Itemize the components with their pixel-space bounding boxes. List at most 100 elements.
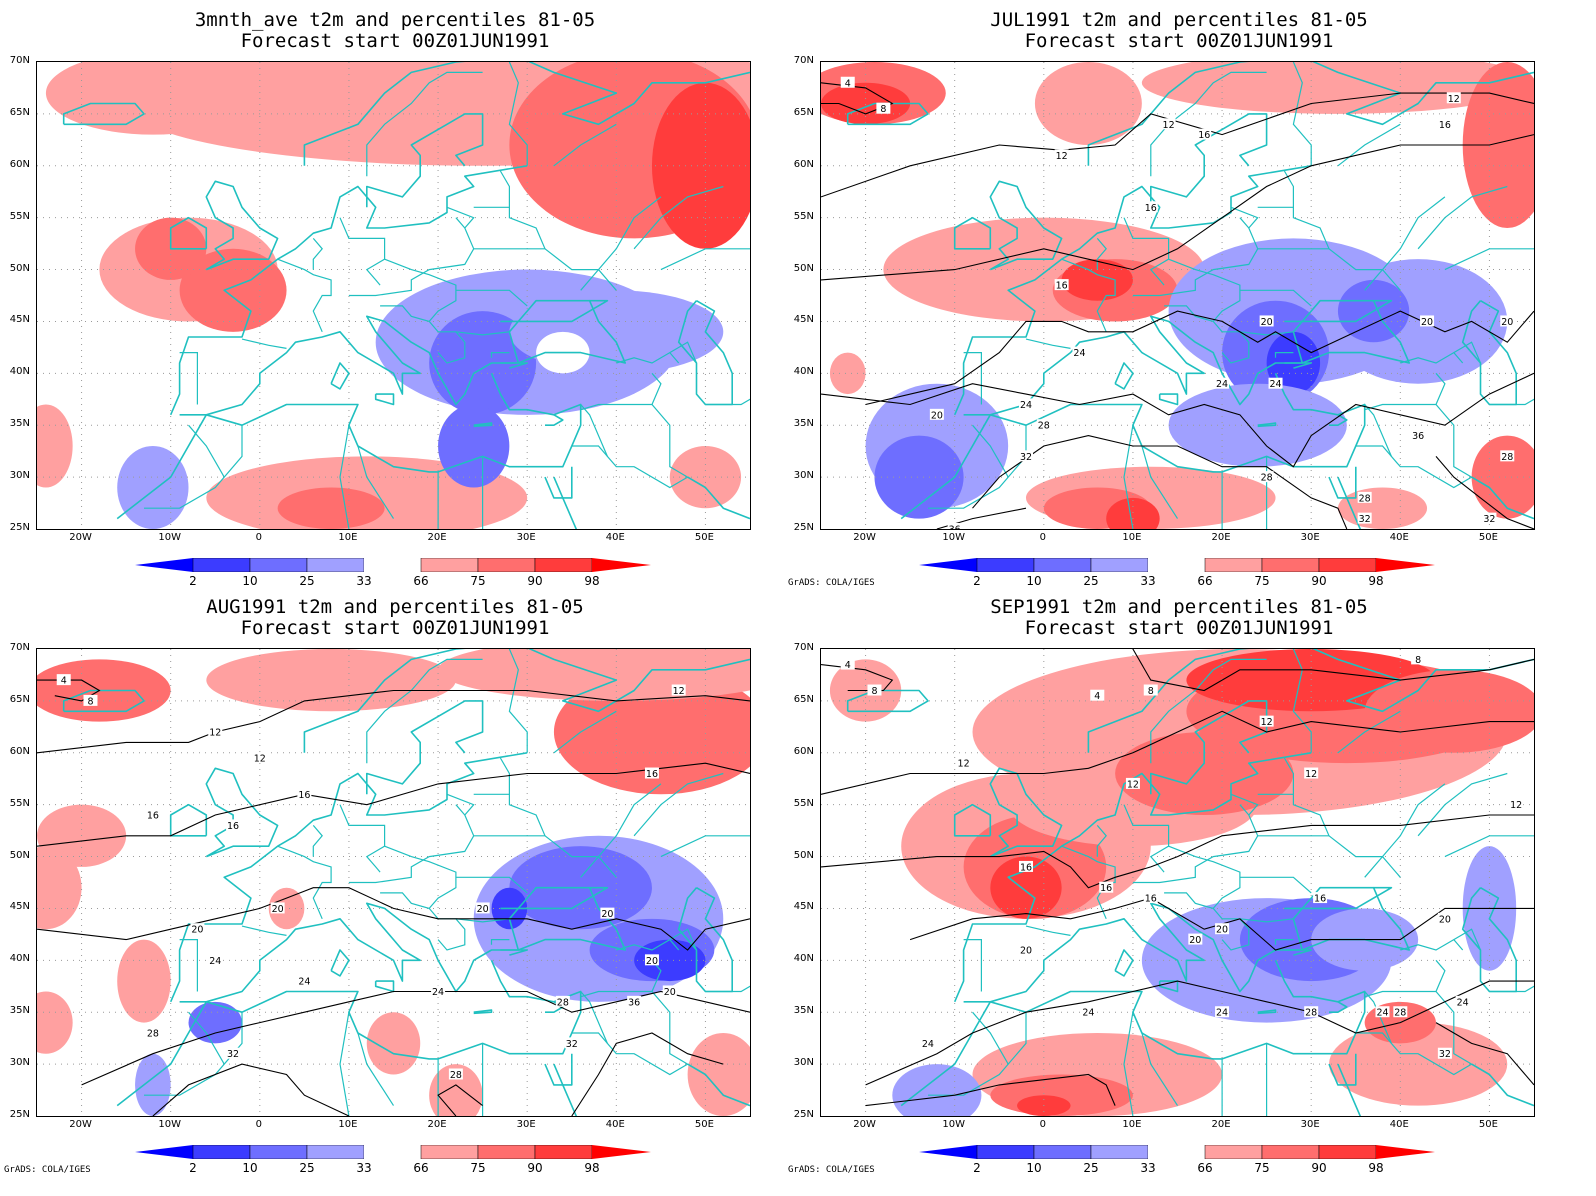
contour-label-bg (1437, 118, 1452, 130)
contour-label: 32 (1020, 452, 1032, 463)
contour-label: 12 (673, 686, 685, 697)
map-panel-1: 3mnth_ave t2m and percentiles 81-05 Forec… (0, 0, 790, 598)
contour-label: 28 (1038, 421, 1050, 432)
contour-label-bg (1437, 1047, 1452, 1059)
colorbar-label: 10 (242, 574, 258, 588)
warm-anomaly-area (366, 1012, 421, 1075)
contour-label: 24 (1376, 1008, 1388, 1019)
contour-label: 16 (298, 790, 310, 801)
map-canvas: 4 8 8 4 8 12 12 12 12 12 16 16 16 16 20 20 20 20 24 24 24 24 2… (821, 649, 1534, 1116)
contour-label: 28 (1501, 452, 1513, 463)
warm-anomaly-area (687, 1032, 750, 1116)
contour-label-bg (627, 995, 642, 1007)
lat-label: 65N (9, 693, 30, 705)
contour-label: 12 (1056, 151, 1068, 162)
warm-anomaly-area (1364, 669, 1534, 753)
map-area: 4 8 12 12 12 16 16 16 16 20 20 20 20 24 24 24 24 28 28 28 32… (820, 61, 1535, 530)
colorbar-arrow-low (135, 558, 193, 572)
graticule (821, 649, 1534, 1116)
contour-label: 28 (1261, 473, 1273, 484)
contour-label-bg (867, 684, 882, 696)
cold-anomaly-area (892, 1064, 982, 1116)
contour-label: 24 (1457, 997, 1469, 1008)
contour-label-bg (1018, 398, 1033, 410)
colorbar-segment (420, 1145, 479, 1159)
lon-label: 10E (338, 1119, 358, 1130)
contour-label: 20 (664, 987, 676, 998)
lat-label: 50N (9, 262, 30, 274)
colorbar-label: 10 (1026, 574, 1042, 588)
contour-label-bg (226, 819, 241, 831)
warm-anomaly-area (37, 991, 73, 1054)
contour-label: 20 (1439, 914, 1451, 925)
contour-label-bg (1125, 777, 1140, 789)
cold-anomaly-area (135, 1053, 171, 1116)
lat-label: 35N (9, 418, 30, 430)
contour-label-bg (145, 809, 160, 821)
contour-label-bg (1411, 429, 1426, 441)
colorbar-label: 98 (584, 574, 600, 588)
colorbar-label: 66 (1197, 1161, 1213, 1175)
lon-label: 30E (1300, 1119, 1320, 1130)
panel-subtitle: Forecast start 00Z01JUN1991 (1024, 617, 1334, 639)
contour-label: 4 (845, 78, 851, 89)
contour-label-bg (1259, 315, 1274, 327)
warm-anomaly-area (117, 939, 171, 1023)
lat-label: 30N (793, 470, 814, 482)
colorbar-segment (1090, 1145, 1149, 1159)
contour-label: 8 (871, 686, 877, 697)
anomaly-shading (829, 649, 1534, 1116)
lat-label: 25N (9, 1109, 30, 1120)
contour-label-bg (600, 907, 615, 919)
lon-label: 30E (1300, 532, 1320, 543)
lon-label: 20E (427, 532, 447, 543)
lon-label: 10E (1122, 532, 1142, 543)
map-canvas (37, 62, 750, 529)
colorbar-label: 33 (356, 574, 372, 588)
contour-label: 20 (1216, 925, 1228, 936)
contour-label-bg (644, 954, 659, 966)
contour-label-bg (1500, 315, 1515, 327)
contour-label: 36 (949, 525, 961, 530)
lat-label: 50N (793, 849, 814, 861)
warm-anomaly-area (429, 1064, 483, 1116)
contour-label-bg (56, 674, 71, 686)
contour-label-bg (431, 985, 446, 997)
lon-label: 40E (1389, 1119, 1409, 1130)
contour-label-bg (1143, 684, 1158, 696)
colorbar-label: 75 (470, 1161, 486, 1175)
contour-label: 32 (227, 1049, 239, 1060)
lon-label: 20E (1211, 1119, 1231, 1130)
panel-title: SEP1991 t2m and percentiles 81-05 (990, 596, 1368, 618)
panel-subtitle: Forecast start 00Z01JUN1991 (240, 617, 550, 639)
colorbar-segment (306, 558, 365, 572)
lat-label: 40N (793, 953, 814, 965)
lon-label: 30E (516, 1119, 536, 1130)
lat-label: 40N (9, 953, 30, 965)
panel-subtitle: Forecast start 00Z01JUN1991 (240, 30, 550, 52)
contour-label: 4 (1094, 691, 1100, 702)
lat-label: 35N (793, 1005, 814, 1017)
warm-anomaly-area (1471, 435, 1534, 519)
grads-credit: GrADS: COLA/IGES (4, 1165, 91, 1175)
contour-label: 36 (628, 997, 640, 1008)
lat-label: 45N (793, 314, 814, 326)
colorbar-segment (1148, 1145, 1205, 1159)
colorbar-label: 33 (356, 1161, 372, 1175)
contour-label: 20 (931, 410, 943, 421)
contour-label: 16 (646, 769, 658, 780)
contour-label: 20 (477, 904, 489, 915)
cold-anomaly-area (438, 404, 510, 488)
warm-anomaly-area (651, 82, 750, 249)
contour-label-bg (1357, 491, 1372, 503)
colorbar-arrow-high (592, 1145, 651, 1159)
lat-label: 60N (793, 158, 814, 170)
lon-label: 40E (605, 1119, 625, 1130)
warm-anomaly-area (206, 649, 456, 712)
colorbar-label: 66 (413, 574, 429, 588)
anomaly-shading (37, 62, 750, 529)
grads-credit: GrADS: COLA/IGES (788, 578, 875, 588)
lon-label: 0 (1039, 1119, 1046, 1130)
contour-label-bg (947, 523, 962, 529)
contour-label-bg (448, 1068, 463, 1080)
